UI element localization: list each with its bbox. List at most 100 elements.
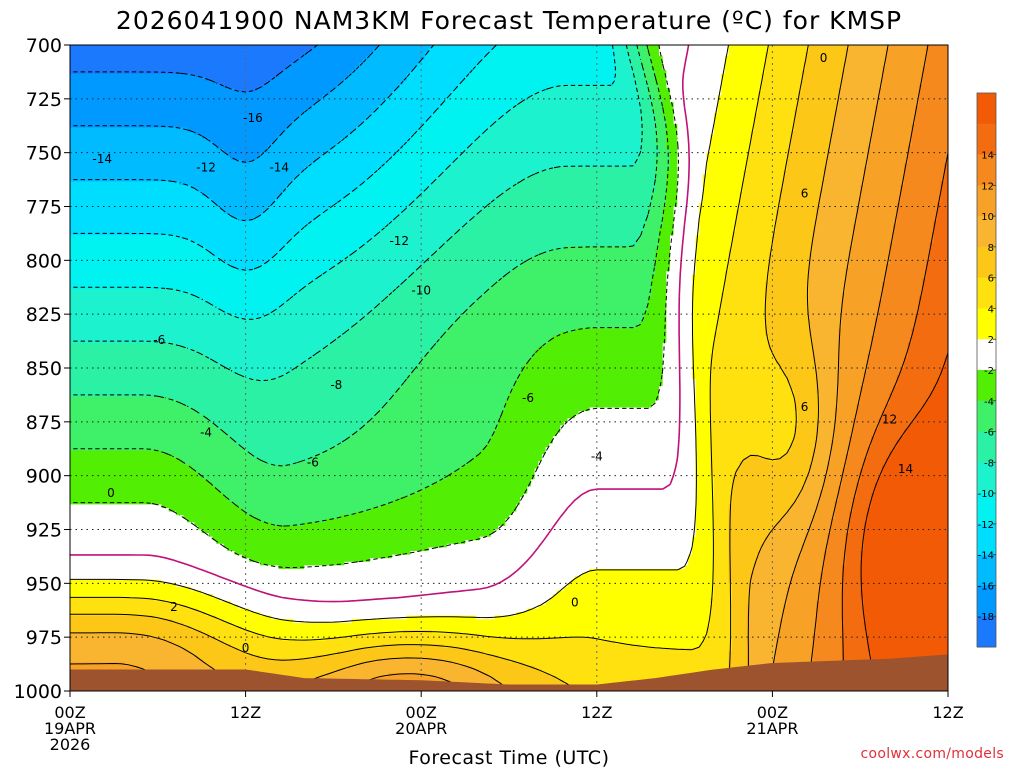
terrain-surface: [70, 654, 948, 691]
y-tick-label: 825: [26, 304, 62, 326]
isotherm-minus-4: [70, 45, 669, 527]
contour-label: -12: [196, 161, 216, 175]
y-tick-label: 700: [26, 35, 62, 57]
isotherm-minus-2: [70, 45, 679, 569]
colorbar-label: 6: [988, 274, 994, 285]
contour-label: 6: [801, 400, 809, 414]
isotherm-minus-6: [70, 45, 658, 467]
attribution-text: coolwx.com/models: [860, 746, 1004, 762]
contour-label: 0: [242, 641, 250, 655]
colorbar-label: 2: [988, 335, 994, 346]
x-tick-label: 12Z: [581, 703, 612, 722]
x-tick-label: 12Z: [230, 703, 261, 722]
colorbar-label: -16: [978, 581, 994, 592]
isotherm-12: [806, 45, 929, 691]
isotherm-minus-12: [70, 45, 497, 271]
y-tick-label: 875: [26, 412, 62, 434]
contour-label: 14: [898, 462, 913, 476]
x-axis-title: Forecast Time (UTC): [409, 747, 610, 768]
colorbar-label: 10: [981, 212, 994, 223]
chart-title: 2026041900 NAM3KM Forecast Temperature (…: [116, 6, 902, 35]
contour-label: 2: [170, 600, 178, 614]
colorbar-label: -6: [984, 428, 994, 439]
isotherm-minus-8: [70, 45, 643, 382]
colorbar-swatch: [977, 246, 996, 279]
colorbar-label: 12: [981, 181, 994, 192]
y-tick-label: 725: [26, 89, 62, 111]
contour-labels: 0 -16 -14 -12 -14 6 -12 -10 -6 -8 6 12 -6 -4 -6 -4 14 0 0 2…: [92, 51, 913, 655]
y-tick-label: 775: [26, 197, 62, 219]
contour-label: -6: [153, 333, 165, 347]
contour-label: -4: [200, 426, 212, 440]
x-tick-label: 00Z: [54, 703, 85, 722]
isotherm-6: [70, 45, 809, 691]
isotherm-minus-10: [70, 45, 616, 320]
x-tick-label: 12Z: [932, 703, 963, 722]
isotherm-minus-18: [70, 45, 318, 93]
contour-label: 0: [820, 51, 828, 65]
y-tick-label: 900: [26, 466, 62, 488]
x-tick-label: 00Z: [757, 703, 788, 722]
y-tick-label: 850: [26, 358, 62, 380]
colorbar-swatch: [977, 400, 996, 433]
y-tick-label: 1000: [14, 681, 62, 703]
contour-label: -8: [330, 378, 342, 392]
colorbar-swatch: [977, 523, 996, 556]
colorbar-swatch: [977, 339, 996, 371]
colorbar-swatch: [977, 154, 996, 186]
grid-lines: [70, 45, 948, 691]
contour-label: -14: [92, 152, 112, 166]
y-tick-label: 925: [26, 520, 62, 542]
colorbar-label: -10: [978, 489, 994, 500]
colorbar-label: 4: [988, 304, 994, 315]
colorbar-label: 8: [988, 243, 994, 254]
isotherm-minus-16: [70, 45, 380, 163]
y-axis: 700 725 750 775 800 825 850 875 900 925 950 975 1000: [14, 35, 70, 703]
contour-label: -12: [389, 234, 409, 248]
x-tick-label: 21APR: [746, 719, 798, 738]
temperature-fill-bands: [70, 45, 948, 691]
contour-label: 0: [571, 596, 579, 610]
contour-label: 6: [801, 187, 809, 201]
contour-label: -6: [522, 391, 534, 405]
colorbar-label: -12: [978, 520, 994, 531]
colorbar: 14 12 10 8 6 4 2 -2 -4 -6 -8 -10 -12 -14 -16 -18: [976, 92, 997, 648]
colorbar-swatch: [977, 493, 996, 525]
contour-label: -16: [243, 111, 263, 125]
isotherm-2: [70, 45, 729, 623]
y-tick-label: 750: [26, 143, 62, 165]
colorbar-label: 14: [981, 151, 994, 162]
isotherm-minus-14: [70, 45, 435, 222]
x-tick-label: 20APR: [395, 719, 447, 738]
colorbar-label: -4: [984, 397, 994, 408]
contour-label: -4: [591, 449, 603, 463]
colorbar-swatch: [977, 185, 996, 217]
colorbar-swatch: [977, 216, 996, 248]
isotherm-4: [70, 45, 769, 651]
colorbar-label: -2: [984, 366, 994, 377]
colorbar-label: -18: [978, 612, 994, 623]
isotherm-14: [841, 152, 948, 691]
colorbar-swatch: [977, 93, 996, 125]
isotherm-lines: [70, 45, 948, 691]
colorbar-swatch: [977, 431, 996, 463]
y-tick-label: 950: [26, 573, 62, 595]
colorbar-swatch: [977, 616, 996, 648]
plot-area: [70, 45, 948, 691]
colorbar-label: -14: [978, 551, 994, 562]
contour-label: -10: [411, 283, 431, 297]
y-tick-label: 800: [26, 250, 62, 272]
colorbar-swatch: [977, 554, 996, 586]
contour-label: 12: [882, 413, 897, 427]
colorbar-swatch: [977, 123, 996, 156]
colorbar-swatch: [977, 585, 996, 617]
contour-label: 0: [107, 486, 115, 500]
colorbar-swatch: [977, 370, 996, 402]
colorbar-label: -8: [984, 458, 994, 469]
isotherm-0: [70, 45, 690, 603]
contour-label: -6: [307, 456, 319, 470]
contour-label: -14: [269, 161, 289, 175]
y-tick-label: 975: [26, 627, 62, 649]
